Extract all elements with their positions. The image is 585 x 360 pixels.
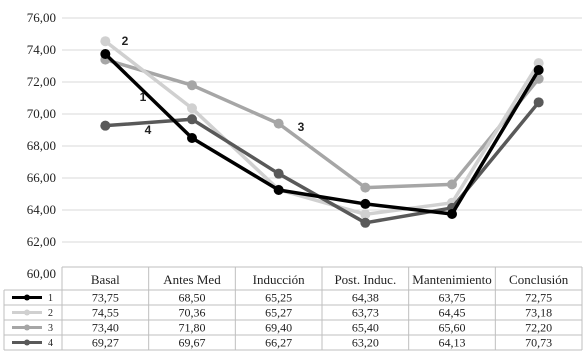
legend-swatch-marker — [24, 324, 30, 331]
series-annotation: 2 — [122, 34, 129, 48]
series-annotations: 1 2 3 4 — [122, 34, 305, 137]
y-tick-label: 76,00 — [27, 10, 56, 25]
data-point — [533, 65, 544, 75]
data-point — [273, 118, 284, 129]
table-cell-value: 65,60 — [439, 321, 466, 335]
y-tick-label: 64,00 — [27, 202, 56, 217]
data-point — [187, 133, 197, 143]
table-cell-value: 63,75 — [439, 291, 466, 305]
y-tick-label: 66,00 — [27, 170, 56, 185]
table-cell-value: 65,25 — [265, 291, 292, 305]
category-label: Antes Med — [163, 272, 221, 287]
data-table: Basal Antes Med Inducción Post. Induc. Mante… — [3, 266, 583, 351]
y-axis: 60,00 62,00 64,00 66,00 68,00 70,00 72,00 74,00… — [27, 10, 56, 281]
data-point — [273, 168, 284, 179]
series-line-1 — [104, 52, 541, 216]
category-label: Inducción — [253, 272, 305, 287]
table-cell-value: 70,73 — [525, 336, 552, 350]
y-tick-label: 62,00 — [27, 234, 56, 249]
data-point — [533, 58, 544, 69]
table-cell-value: 65,40 — [352, 321, 379, 335]
legend-swatch-marker — [24, 339, 30, 346]
category-label: Post. Induc. — [334, 272, 396, 287]
legend-series-name: 1 — [48, 293, 53, 304]
table-cell-value: 72,20 — [525, 321, 552, 335]
series-line-3 — [104, 57, 541, 190]
table-cell-value: 69,27 — [92, 336, 119, 350]
data-point — [100, 49, 111, 59]
data-point — [187, 103, 197, 114]
y-tick-label: 60,00 — [27, 266, 56, 281]
series-annotation: 4 — [145, 123, 152, 137]
gridlines — [62, 17, 582, 243]
table-cell-value: 72,75 — [525, 291, 552, 305]
table-cell-value: 65,27 — [265, 306, 292, 320]
data-point — [447, 179, 457, 190]
table-cell-value: 64,13 — [439, 336, 466, 350]
table-cell-value: 73,40 — [92, 321, 119, 335]
data-point — [533, 97, 544, 108]
category-label: Mantenimiento — [412, 272, 491, 287]
data-point — [360, 182, 371, 193]
series-line-2 — [104, 39, 541, 217]
legend-swatch-marker — [24, 309, 30, 316]
series-line-4 — [105, 101, 541, 225]
data-point — [273, 185, 284, 195]
table-cell-value: 63,20 — [352, 336, 379, 350]
table-cell-value: 66,27 — [265, 336, 292, 350]
y-tick-label: 72,00 — [27, 74, 56, 89]
table-cell-value: 68,50 — [179, 291, 206, 305]
table-cell-value: 70,36 — [179, 306, 206, 320]
legend-swatch-marker — [24, 294, 30, 301]
plot-area — [100, 36, 544, 228]
series-annotation: 1 — [140, 90, 147, 104]
data-point — [100, 36, 111, 47]
data-point — [447, 209, 457, 219]
y-tick-label: 70,00 — [27, 106, 56, 121]
table-cell-value: 73,18 — [525, 306, 552, 320]
data-point — [187, 114, 197, 125]
y-tick-label: 68,00 — [27, 138, 56, 153]
series-annotation: 3 — [298, 120, 305, 134]
legend-series-name: 3 — [48, 323, 53, 334]
table-cell-value: 69,67 — [179, 336, 206, 350]
data-point — [187, 80, 197, 91]
table-cell-value: 69,40 — [265, 321, 292, 335]
legend-series-name: 2 — [48, 308, 53, 319]
category-label: Conclusión — [509, 272, 569, 287]
data-point — [360, 198, 371, 209]
table-cell-value: 64,38 — [352, 291, 379, 305]
legend-series-name: 4 — [48, 338, 53, 349]
data-point — [100, 120, 111, 131]
table-cell-value: 71,80 — [179, 321, 206, 335]
table-cell-value: 63,73 — [352, 306, 379, 320]
table-cell-value: 73,75 — [92, 291, 119, 305]
category-label: Basal — [91, 272, 120, 287]
y-tick-label: 74,00 — [27, 42, 56, 57]
table-cell-value: 64,45 — [439, 306, 466, 320]
data-point — [360, 209, 371, 220]
data-point — [360, 217, 371, 228]
table-cell-value: 74,55 — [92, 306, 119, 320]
